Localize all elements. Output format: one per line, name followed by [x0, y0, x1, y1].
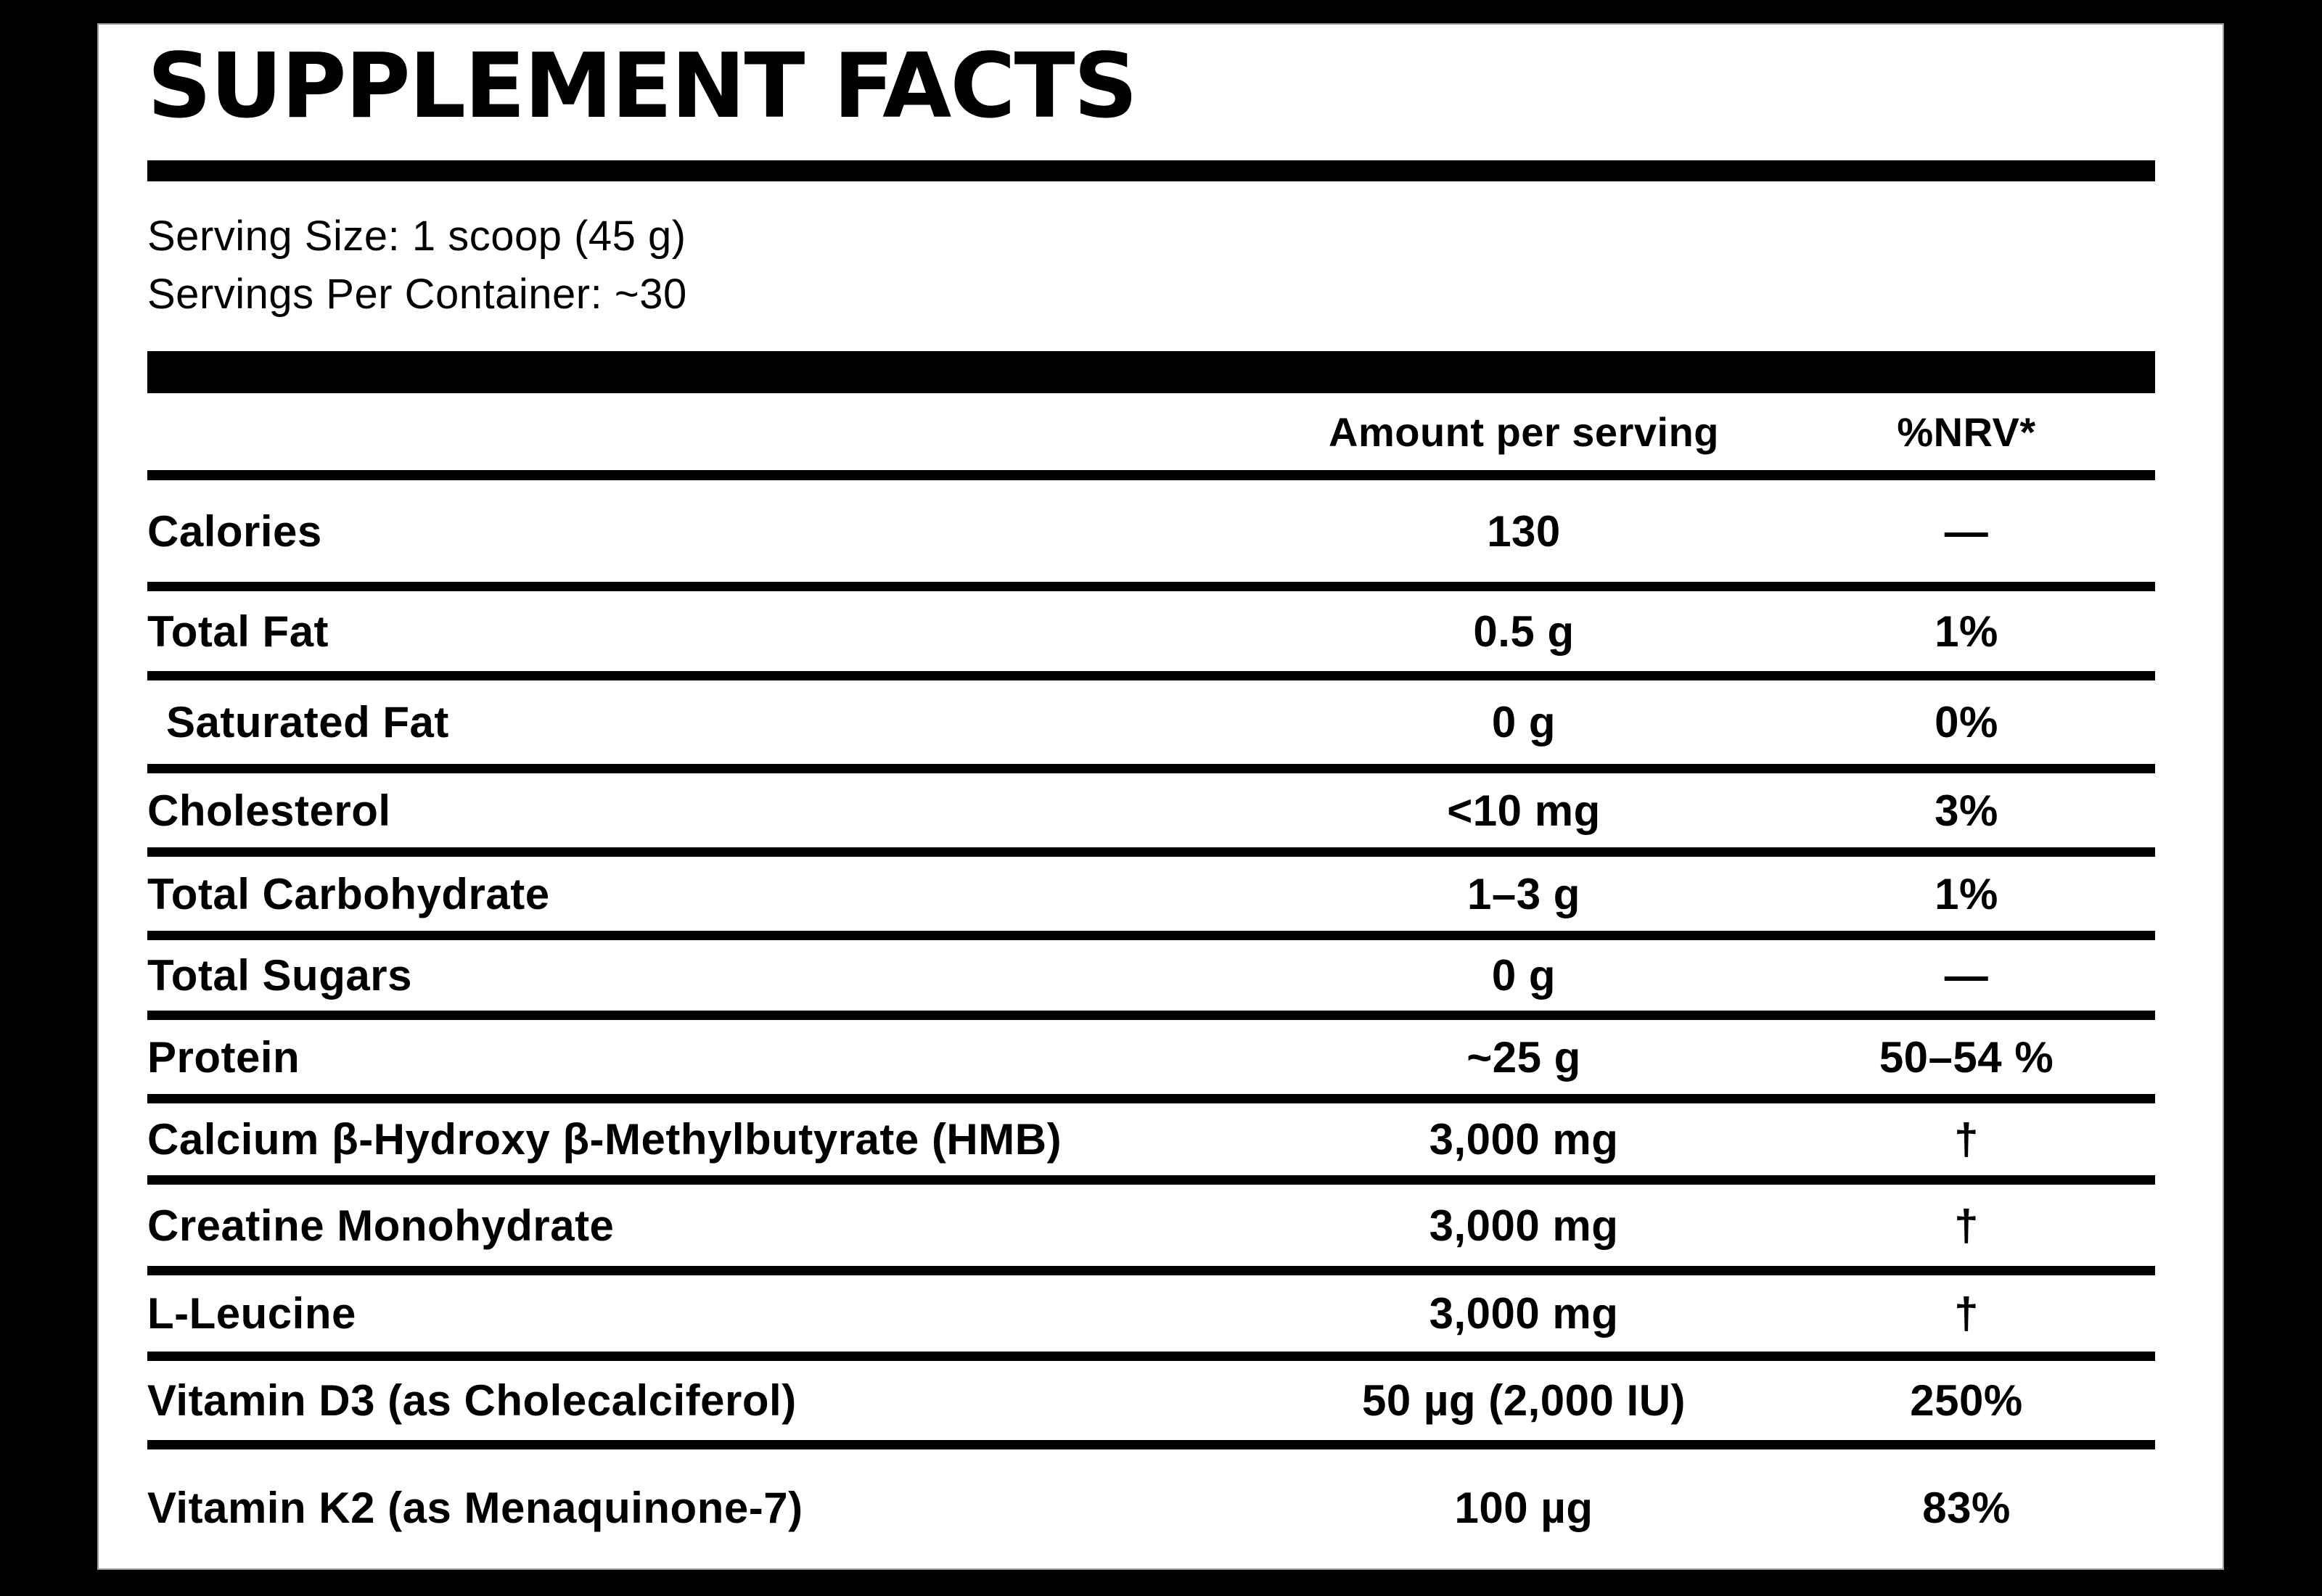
table-row: Calories 130 — — [147, 480, 2155, 592]
panel-content: SUPPLEMENT FACTS Serving Size: 1 scoop (… — [147, 25, 2155, 1566]
row-name: Total Fat — [147, 606, 329, 656]
row-nrv: 83% — [1922, 1483, 2011, 1532]
table-row: L-Leucine 3,000 mg † — [147, 1275, 2155, 1362]
row-nrv: † — [1954, 1289, 1979, 1338]
row-name: Creatine Monohydrate — [147, 1201, 615, 1250]
row-nrv: 3% — [1935, 786, 1998, 835]
column-header-nrv: %NRV* — [1897, 408, 2036, 455]
table-row: Vitamin D3 (as Cholecalciferol) 50 µg (2… — [147, 1361, 2155, 1450]
table-row: Cholesterol <10 mg 3% — [147, 773, 2155, 857]
row-name: Protein — [147, 1032, 300, 1082]
row-nrv: 1% — [1935, 869, 1998, 918]
table-row: Total Sugars 0 g — — [147, 940, 2155, 1021]
row-nrv: — — [1944, 951, 1989, 1000]
row-name: L-Leucine — [147, 1289, 356, 1338]
row-nrv: 250% — [1910, 1376, 2023, 1426]
servings-per-container-line: Servings Per Container: ~30 — [147, 271, 687, 318]
serving-size-line: Serving Size: 1 scoop (45 g) — [147, 213, 686, 260]
row-amount: 3,000 mg — [1429, 1201, 1619, 1250]
row-name: Vitamin D3 (as Cholecalciferol) — [147, 1376, 797, 1426]
row-amount: <10 mg — [1447, 786, 1601, 835]
row-nrv: — — [1944, 506, 1989, 556]
serving-info: Serving Size: 1 scoop (45 g) Servings Pe… — [147, 207, 2155, 324]
row-amount: 3,000 mg — [1429, 1289, 1619, 1338]
column-header-amount: Amount per serving — [1329, 408, 1719, 455]
title-rule — [147, 160, 2155, 182]
row-amount: ~25 g — [1466, 1032, 1581, 1082]
row-amount: 0.5 g — [1473, 606, 1575, 656]
table-row: Creatine Monohydrate 3,000 mg † — [147, 1185, 2155, 1276]
row-amount: 0 g — [1491, 698, 1556, 747]
row-amount: 0 g — [1491, 951, 1556, 1000]
table-header-row: Amount per serving %NRV* — [147, 393, 2155, 481]
row-amount: 50 µg (2,000 IU) — [1361, 1376, 1686, 1426]
table-row: Total Fat 0.5 g 1% — [147, 591, 2155, 681]
facts-table: Calories 130 — Total Fat 0.5 g 1% Satura… — [147, 480, 2155, 1566]
row-nrv: † — [1954, 1201, 1979, 1250]
table-row: Calcium β-Hydroxy β-Methylbutyrate (HMB)… — [147, 1103, 2155, 1185]
row-amount: 100 µg — [1454, 1483, 1593, 1532]
row-name: Calcium β-Hydroxy β-Methylbutyrate (HMB) — [147, 1115, 1062, 1164]
row-amount: 3,000 mg — [1429, 1115, 1619, 1164]
table-row: Protein ~25 g 50–54 % — [147, 1020, 2155, 1104]
row-name: Calories — [147, 506, 322, 556]
row-amount: 130 — [1487, 506, 1561, 556]
row-name: Total Sugars — [147, 951, 412, 1000]
separator-band — [147, 351, 2155, 394]
row-nrv: 50–54 % — [1879, 1032, 2054, 1082]
row-name: Cholesterol — [147, 786, 391, 835]
table-row: Vitamin K2 (as Menaquinone-7) 100 µg 83% — [147, 1449, 2155, 1566]
supplement-facts-panel: SUPPLEMENT FACTS Serving Size: 1 scoop (… — [99, 25, 2223, 1568]
supplement-facts-title: SUPPLEMENT FACTS — [147, 35, 1138, 139]
table-row: Total Carbohydrate 1–3 g 1% — [147, 857, 2155, 941]
row-name: Vitamin K2 (as Menaquinone-7) — [147, 1483, 803, 1532]
row-nrv: † — [1954, 1115, 1979, 1164]
row-nrv: 0% — [1935, 698, 1998, 747]
table-row: Saturated Fat 0 g 0% — [147, 680, 2155, 774]
row-amount: 1–3 g — [1467, 869, 1580, 918]
row-name: Total Carbohydrate — [147, 869, 550, 918]
row-name: Saturated Fat — [166, 698, 449, 747]
row-nrv: 1% — [1935, 606, 1998, 656]
